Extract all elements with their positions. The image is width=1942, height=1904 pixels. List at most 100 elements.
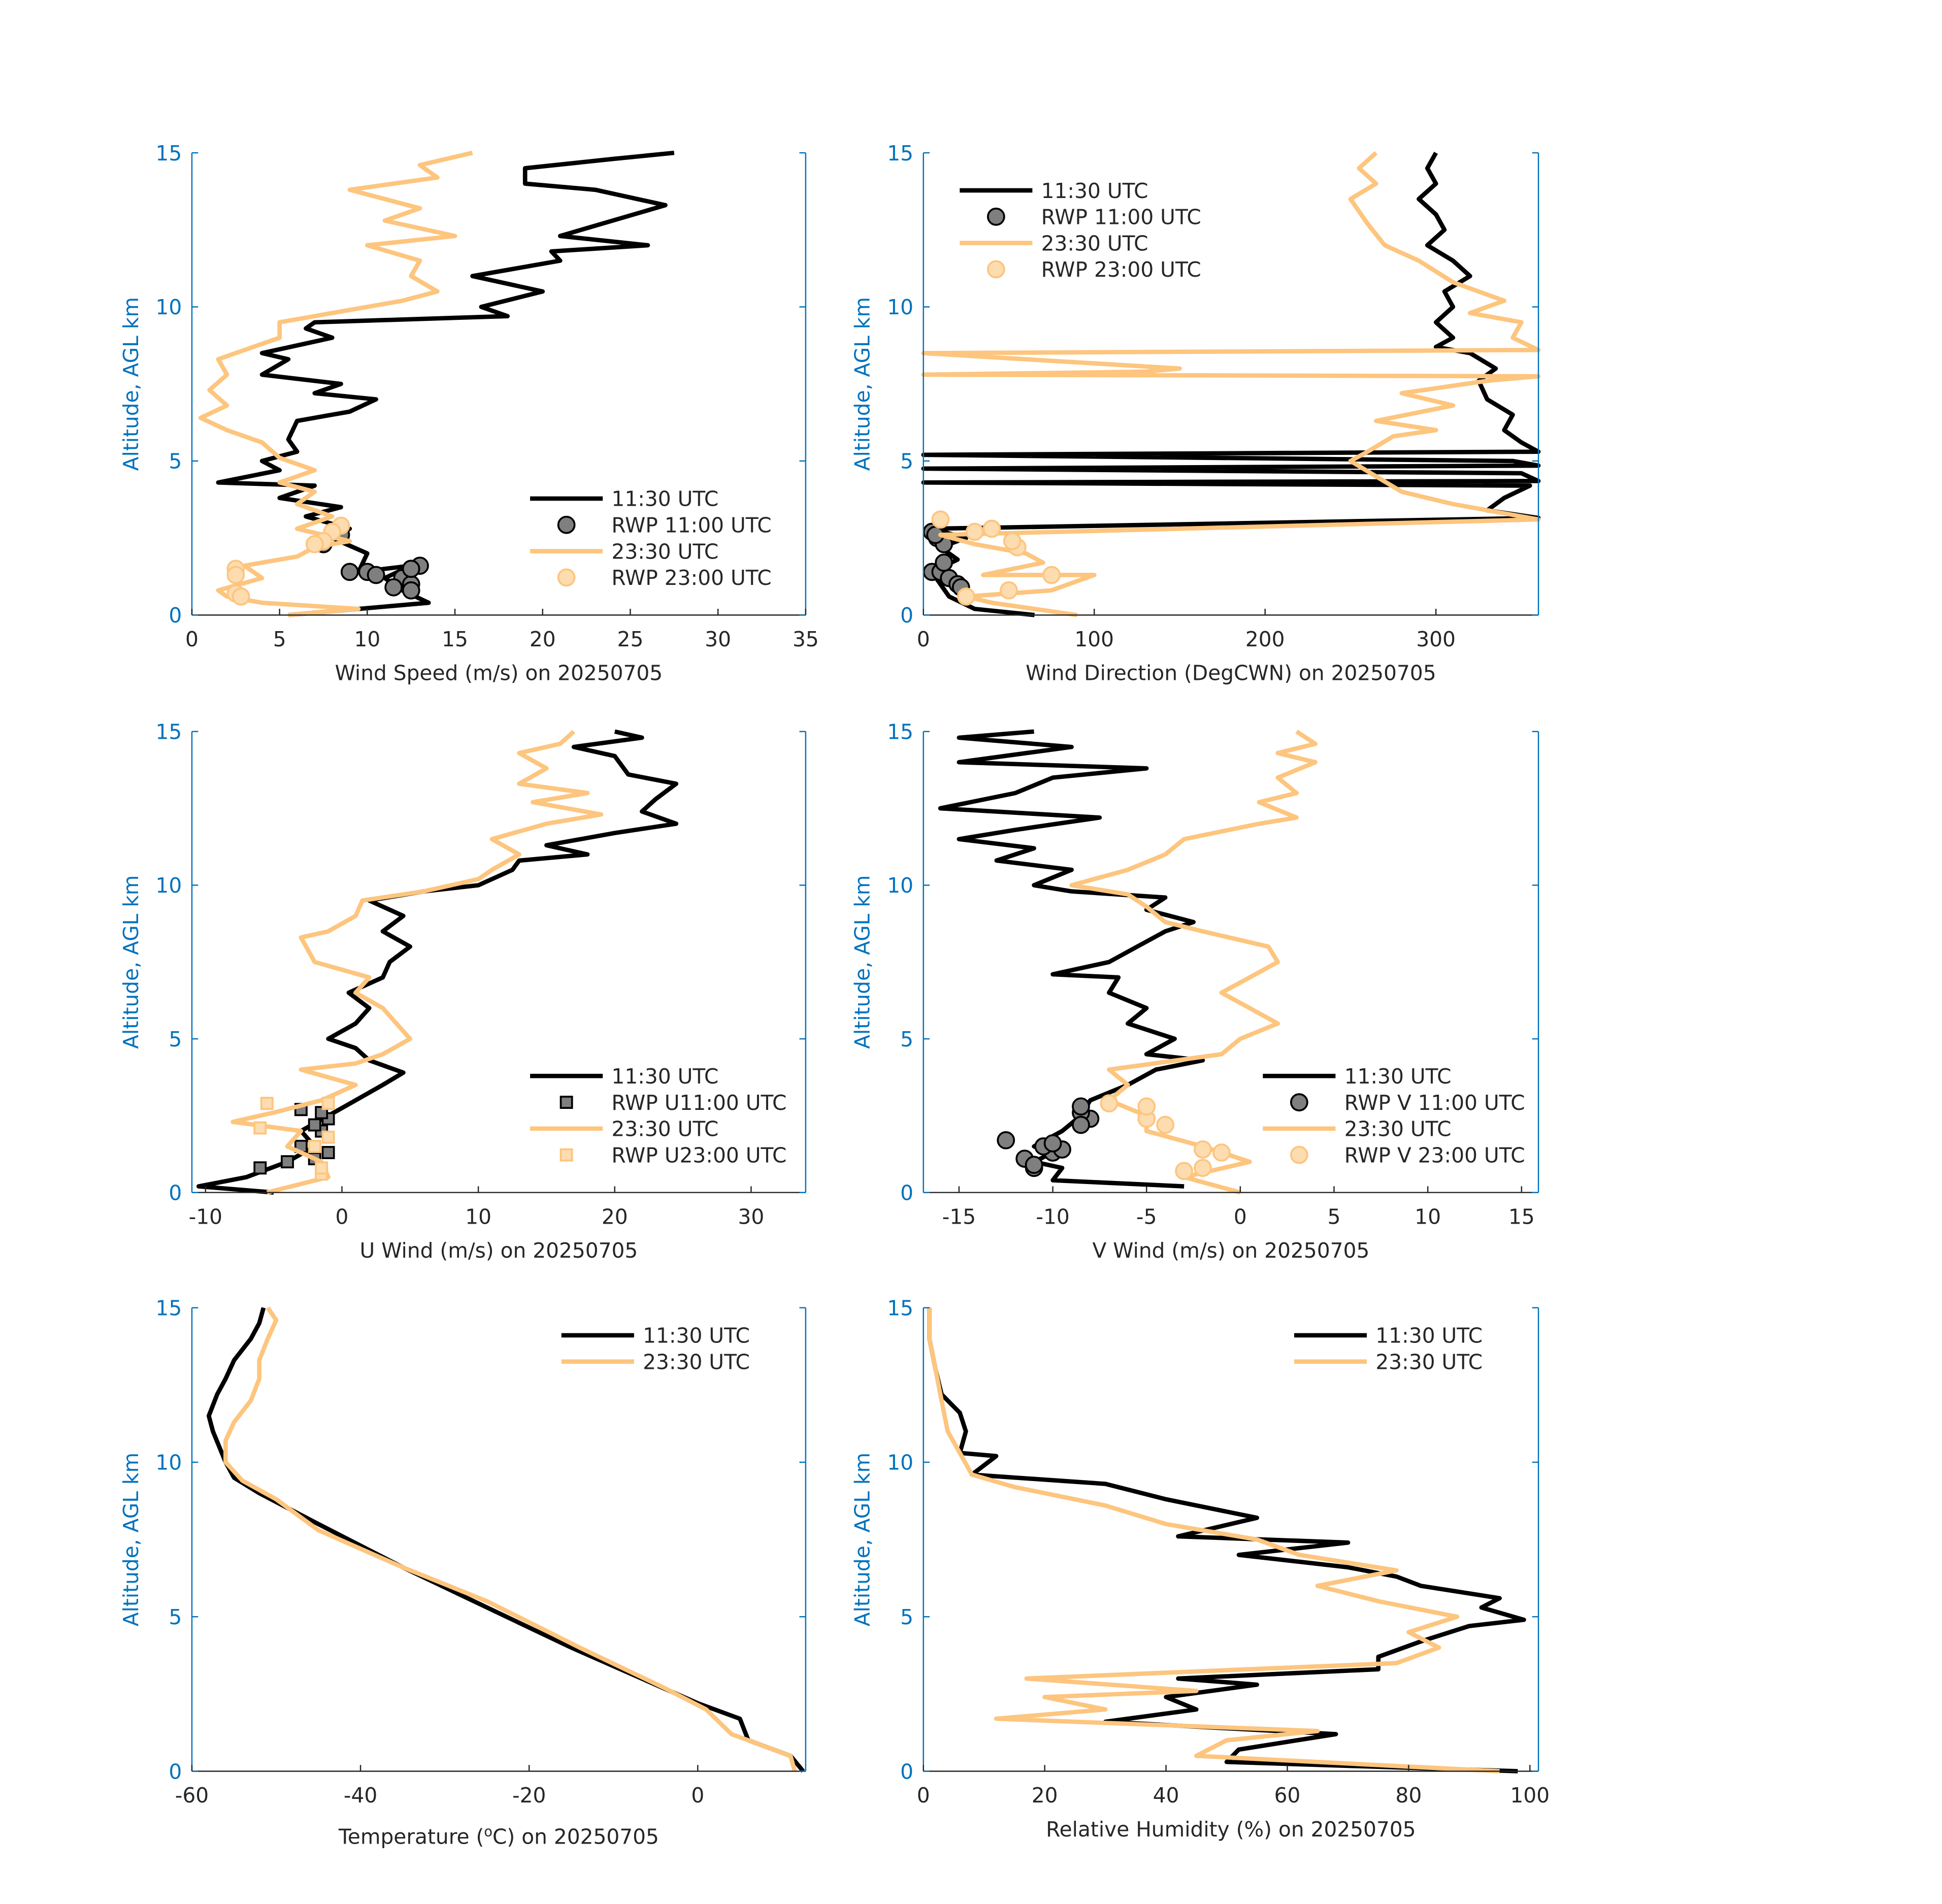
x-tick-label: 100 <box>1510 1783 1550 1808</box>
rwp-point <box>232 587 250 606</box>
y-tick-label: 5 <box>900 1027 913 1052</box>
x-axis-label: Temperature (oC) on 20250705 <box>338 1824 659 1849</box>
y-tick-label: 5 <box>169 1027 182 1052</box>
x-tick-label: 10 <box>354 627 380 651</box>
x-tick-label: 30 <box>738 1204 764 1229</box>
rwp-point <box>1025 1156 1043 1174</box>
x-axis-label-part: Temperature ( <box>338 1825 484 1849</box>
x-tick-label: 60 <box>1274 1783 1301 1808</box>
profile-line <box>231 730 604 1195</box>
x-tick-label: 0 <box>336 1204 349 1229</box>
x-tick-label: 0 <box>185 627 199 651</box>
profile-line <box>927 1307 1500 1774</box>
y-axis-label: Altitude, AGL km <box>119 1453 143 1626</box>
rwp-point <box>260 1097 274 1110</box>
legend-label: RWP 11:00 UTC <box>611 513 771 538</box>
legend-label: 11:30 UTC <box>1375 1324 1483 1348</box>
rwp-point <box>1043 1134 1062 1153</box>
y-tick-label: 0 <box>900 1180 913 1205</box>
legend-label: RWP V 11:00 UTC <box>1344 1091 1525 1115</box>
legend-label: RWP U23:00 UTC <box>611 1143 786 1167</box>
y-tick-label: 10 <box>155 1451 182 1475</box>
profile-line <box>198 150 473 617</box>
x-tick-label: -60 <box>175 1783 209 1808</box>
rwp-point <box>1137 1097 1156 1116</box>
x-axis-label: U Wind (m/s) on 20250705 <box>359 1238 638 1263</box>
x-tick-label: -40 <box>344 1783 377 1808</box>
legend-label: 11:30 UTC <box>611 487 718 511</box>
legend-marker <box>986 260 1005 279</box>
legend-marker <box>986 207 1005 226</box>
legend-marker <box>1290 1145 1308 1164</box>
y-tick-label: 15 <box>155 1296 182 1320</box>
rwp-point <box>982 519 1001 538</box>
legend-label: 11:30 UTC <box>643 1324 750 1348</box>
y-tick-label: 0 <box>169 1759 182 1784</box>
rwp-point <box>1003 532 1022 550</box>
x-tick-label: 200 <box>1245 627 1285 651</box>
x-axis-label: Relative Humidity (%) on 20250705 <box>1046 1817 1416 1842</box>
legend-marker <box>559 1096 573 1109</box>
x-tick-label: 0 <box>1234 1204 1247 1229</box>
rwp-point <box>402 560 420 578</box>
x-tick-label: 15 <box>442 627 468 651</box>
rwp-point <box>1175 1162 1193 1180</box>
x-axis-label: Wind Direction (DegCWN) on 20250705 <box>1026 661 1436 685</box>
rwp-point <box>308 1118 321 1132</box>
rwp-point <box>321 1130 335 1144</box>
rwp-point <box>402 581 420 600</box>
y-tick-label: 5 <box>169 1605 182 1629</box>
rwp-point <box>1042 566 1061 584</box>
x-tick-label: 15 <box>1508 1204 1535 1229</box>
x-tick-label: 100 <box>1074 627 1114 651</box>
legend-label: 23:30 UTC <box>643 1350 750 1374</box>
y-tick-label: 10 <box>155 295 182 319</box>
x-tick-label: -15 <box>942 1204 976 1229</box>
rwp-point <box>935 553 953 572</box>
x-tick-label: 5 <box>1328 1204 1341 1229</box>
rwp-point <box>253 1161 267 1175</box>
rwp-point <box>226 566 245 584</box>
rwp-point <box>321 1097 335 1110</box>
profile-line <box>921 151 1541 617</box>
y-tick-label: 15 <box>887 1296 913 1320</box>
x-tick-label: 300 <box>1416 627 1456 651</box>
y-tick-label: 10 <box>887 873 913 898</box>
x-tick-label: 80 <box>1396 1783 1422 1808</box>
legend-label: 23:30 UTC <box>1344 1117 1452 1141</box>
x-axis-label-part: o <box>484 1824 492 1840</box>
rwp-point <box>308 1139 321 1153</box>
rwp-point <box>281 1155 294 1169</box>
x-tick-label: 20 <box>530 627 556 651</box>
rwp-point <box>1072 1097 1090 1116</box>
x-tick-label: 0 <box>917 1783 930 1808</box>
x-tick-label: 0 <box>691 1783 704 1808</box>
legend-label: RWP 23:00 UTC <box>611 566 771 590</box>
x-tick-label: -5 <box>1136 1204 1157 1229</box>
x-tick-label: 30 <box>705 627 731 651</box>
legend-label: 23:30 UTC <box>1375 1350 1483 1374</box>
legend-marker <box>557 515 576 534</box>
rwp-point <box>997 1131 1015 1150</box>
y-tick-label: 5 <box>169 449 182 474</box>
y-tick-label: 10 <box>887 295 913 319</box>
rwp-point <box>384 578 403 597</box>
x-axis-label: V Wind (m/s) on 20250705 <box>1092 1238 1369 1263</box>
x-tick-label: -10 <box>189 1204 222 1229</box>
legend-label: 11:30 UTC <box>1041 179 1148 203</box>
y-tick-label: 0 <box>900 603 913 628</box>
x-tick-label: 35 <box>793 627 819 651</box>
profile-line <box>206 1307 805 1773</box>
profile-line <box>1069 730 1318 1195</box>
y-tick-label: 0 <box>900 1759 913 1784</box>
x-tick-label: 40 <box>1153 1783 1179 1808</box>
y-tick-label: 15 <box>155 720 182 744</box>
x-tick-label: 5 <box>273 627 286 651</box>
legend-marker <box>559 1148 573 1162</box>
y-tick-label: 0 <box>169 1180 182 1205</box>
rwp-point <box>1100 1094 1118 1113</box>
legend-label: 23:30 UTC <box>611 1117 718 1141</box>
legend-label: 23:30 UTC <box>1041 231 1148 255</box>
